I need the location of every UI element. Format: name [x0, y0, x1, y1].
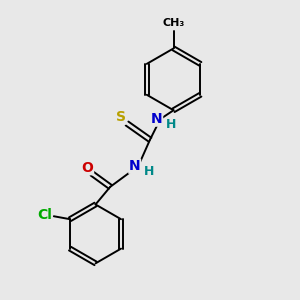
- Text: CH₃: CH₃: [162, 18, 185, 28]
- Text: S: S: [116, 110, 126, 124]
- Text: N: N: [129, 159, 140, 173]
- Text: N: N: [151, 112, 163, 126]
- Text: Cl: Cl: [37, 208, 52, 222]
- Text: H: H: [166, 118, 177, 131]
- Text: H: H: [144, 165, 154, 178]
- Text: O: O: [82, 161, 94, 175]
